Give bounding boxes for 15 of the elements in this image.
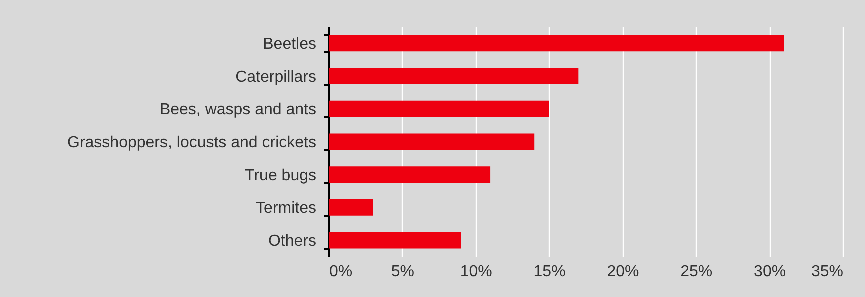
y-tick-label: Termites [256, 200, 316, 218]
x-tick-label: 15% [534, 264, 566, 280]
x-tick-label: 25% [680, 264, 713, 280]
y-tick-label: True bugs [245, 167, 316, 184]
y-tick-label: Others [268, 233, 316, 250]
y-tick-label: Caterpillars [236, 68, 316, 86]
x-tick-label: 30% [754, 264, 786, 280]
x-tick-label: 0% [330, 264, 353, 280]
x-tick-label: 5% [391, 264, 414, 280]
x-tick-label: 10% [460, 264, 492, 280]
x-tick-label: 35% [811, 264, 844, 280]
x-tick-label: 20% [607, 264, 640, 280]
y-tick-label: Bees, wasps and ants [160, 102, 316, 119]
y-tick-label: Beetles [263, 36, 316, 53]
y-tick-label: Grasshoppers, locusts and crickets [68, 134, 316, 152]
